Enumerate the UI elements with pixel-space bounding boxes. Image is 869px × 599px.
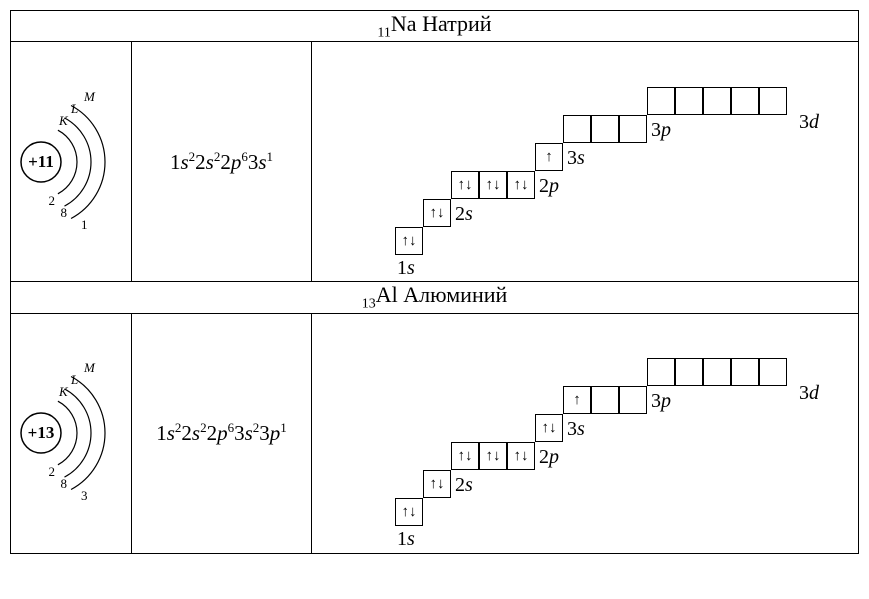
orbital-box-3p-1: [591, 386, 619, 414]
orbital-box-3d-3: [731, 358, 759, 386]
orbital-label-3p: 3p: [651, 119, 671, 142]
orbital-label-2p: 2p: [539, 446, 559, 469]
atom-cell: +11 K2L8M1: [11, 42, 132, 282]
svg-text:K: K: [58, 113, 69, 128]
orbital-box-3d-4: [759, 358, 787, 386]
orbital-box-3p-0: [563, 115, 591, 143]
atom-diagram: +11 K2L8M1: [11, 47, 131, 277]
svg-text:3: 3: [81, 488, 88, 503]
svg-text:8: 8: [61, 205, 68, 220]
orbital-box-3d-0: [647, 87, 675, 115]
orbital-box-1s-0: ↑↓: [395, 498, 423, 526]
svg-text:M: M: [83, 89, 96, 104]
orbital-box-3d-4: [759, 87, 787, 115]
atom-cell: +13 K2L8M3: [11, 313, 132, 553]
svg-text:2: 2: [49, 193, 56, 208]
svg-text:2: 2: [49, 464, 56, 479]
orbital-diagram: ↑↓1s↑↓2s↑↓↑↓↑↓2p↑↓3s↑3p3d: [315, 318, 855, 548]
nucleus-charge: +11: [28, 152, 54, 171]
element-name: Алюминий: [403, 282, 507, 307]
orbital-box-2s-0: ↑↓: [423, 199, 451, 227]
orbital-box-2p-0: ↑↓: [451, 442, 479, 470]
orbital-box-3d-2: [703, 87, 731, 115]
orbital-box-3d-2: [703, 358, 731, 386]
orbital-label-3s: 3s: [567, 418, 585, 441]
orbital-box-2p-2: ↑↓: [507, 171, 535, 199]
orbital-box-3s-0: ↑↓: [535, 414, 563, 442]
orbital-label-2s: 2s: [455, 203, 473, 226]
element-header: 11Na Натрий: [11, 11, 859, 42]
orbital-box-2p-0: ↑↓: [451, 171, 479, 199]
orbital-box-3d-1: [675, 87, 703, 115]
svg-text:1: 1: [81, 217, 88, 232]
svg-text:M: M: [83, 360, 96, 375]
orbital-box-2p-1: ↑↓: [479, 442, 507, 470]
element-symbol: Na: [391, 11, 417, 36]
orbital-diagram: ↑↓1s↑↓2s↑↓↑↓↑↓2p↑3s3p3d: [315, 47, 855, 277]
electron-config: 1s22s22p63s23p1: [132, 313, 312, 553]
orbital-box-3p-2: [619, 115, 647, 143]
orbital-label-3d: 3d: [799, 111, 819, 134]
orbital-box-3p-0: ↑: [563, 386, 591, 414]
orbital-label-1s: 1s: [397, 257, 415, 280]
periodic-fragment-table: 11Na Натрий +11 K2L8M1 1s22s22p63s1↑↓1s↑…: [10, 10, 859, 554]
orbital-label-1s: 1s: [397, 528, 415, 551]
orbital-box-1s-0: ↑↓: [395, 227, 423, 255]
orbital-label-2s: 2s: [455, 474, 473, 497]
orbital-box-2p-1: ↑↓: [479, 171, 507, 199]
svg-text:8: 8: [61, 476, 68, 491]
atomic-number: 13: [362, 297, 376, 312]
nucleus-charge: +13: [28, 423, 55, 442]
orbital-label-3p: 3p: [651, 390, 671, 413]
orbital-box-3p-1: [591, 115, 619, 143]
element-name: Натрий: [422, 11, 492, 36]
orbital-label-3d: 3d: [799, 382, 819, 405]
atom-diagram: +13 K2L8M3: [11, 318, 131, 548]
orbital-box-3s-0: ↑: [535, 143, 563, 171]
atomic-number: 11: [377, 25, 390, 40]
electron-config: 1s22s22p63s1: [132, 42, 312, 282]
orbital-box-3d-0: [647, 358, 675, 386]
svg-text:K: K: [58, 384, 69, 399]
orbital-box-2p-2: ↑↓: [507, 442, 535, 470]
element-header: 13Al Алюминий: [11, 282, 859, 313]
element-symbol: Al: [376, 282, 398, 307]
orbital-box-3p-2: [619, 386, 647, 414]
orbital-box-2s-0: ↑↓: [423, 470, 451, 498]
orbital-box-3d-3: [731, 87, 759, 115]
orbital-label-2p: 2p: [539, 175, 559, 198]
orbital-cell: ↑↓1s↑↓2s↑↓↑↓↑↓2p↑3s3p3d: [312, 42, 859, 282]
orbital-box-3d-1: [675, 358, 703, 386]
orbital-label-3s: 3s: [567, 147, 585, 170]
orbital-cell: ↑↓1s↑↓2s↑↓↑↓↑↓2p↑↓3s↑3p3d: [312, 313, 859, 553]
